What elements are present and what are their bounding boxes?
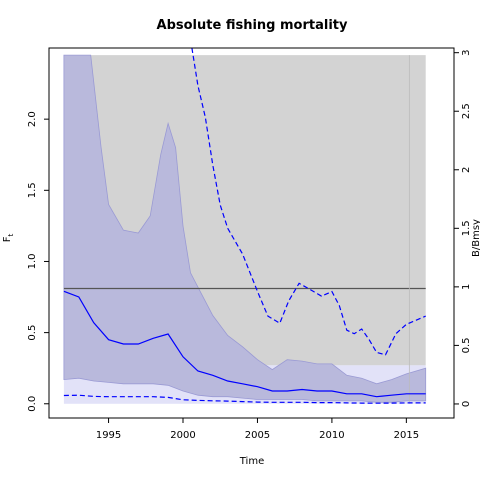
- x-axis: 1995 2000 2005 2010 2015: [96, 418, 419, 441]
- y-axis-right: 0 0.5 1 1.5 2 2.5 3: [454, 49, 472, 407]
- y-right-tick-label: 1: [461, 284, 472, 290]
- y-left-tick-label: 0.5: [27, 325, 38, 341]
- ci-band: [63, 54, 427, 403]
- series-line-b-over-bmsy: [63, 394, 426, 404]
- y-left-tick-label: 1.5: [27, 182, 38, 198]
- plot-layers: [63, 47, 427, 404]
- y-left-tick-label: 0.0: [27, 396, 38, 412]
- chart-title: Absolute fishing mortality: [157, 18, 348, 33]
- x-tick-label: 2015: [394, 430, 419, 441]
- y-axis-left-title-subscript: t: [7, 233, 15, 236]
- y-axis-right-title: B/Bmsy: [471, 219, 480, 257]
- y-right-tick-label: 2: [461, 167, 472, 173]
- series-line-f-estimate: [63, 290, 426, 398]
- x-tick-label: 2005: [245, 430, 270, 441]
- y-axis-left-title-main: F: [2, 236, 13, 242]
- y-right-tick-label: 1.5: [461, 220, 472, 236]
- y-right-tick-label: 0: [461, 401, 472, 407]
- y-right-tick-label: 3: [461, 49, 472, 55]
- y-right-tick-label: 0.5: [461, 337, 472, 353]
- x-tick-label: 2000: [170, 430, 195, 441]
- y-left-tick-label: 2.0: [27, 111, 38, 127]
- x-tick-label: 2010: [319, 430, 344, 441]
- y-left-tick-label: 1.0: [27, 254, 38, 270]
- y-axis-left-title: Ft: [2, 233, 15, 242]
- y-right-tick-label: 2.5: [461, 103, 472, 119]
- x-tick-label: 1995: [96, 430, 121, 441]
- y-axis-left: 0.0 0.5 1.0 1.5 2.0: [27, 111, 49, 412]
- plot-frame: [48, 47, 455, 419]
- x-axis-title: Time: [239, 456, 264, 467]
